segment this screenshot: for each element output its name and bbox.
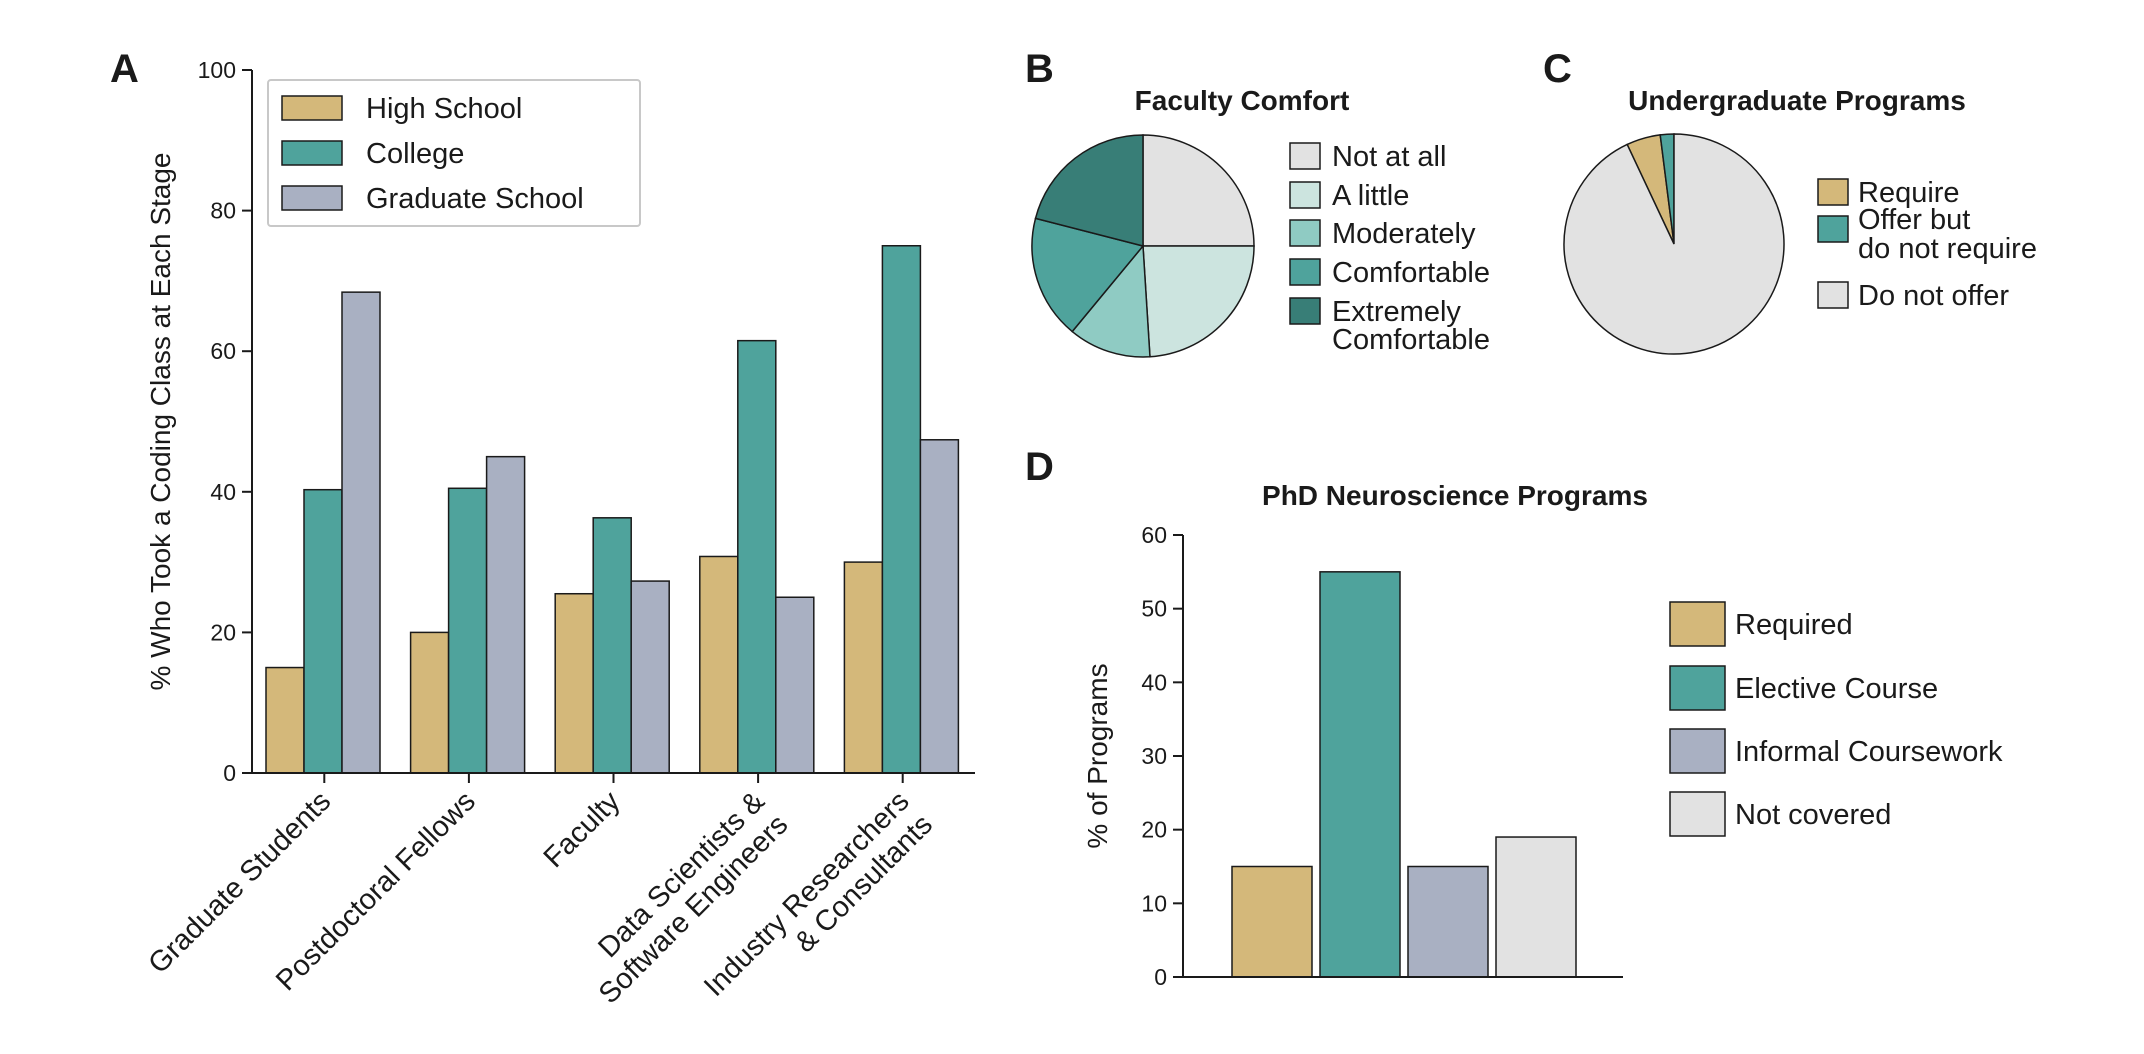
pie-slice-comfortable [1031, 217, 1145, 333]
pie-slice-moderately [1071, 244, 1151, 358]
bar-college-graduate-students [303, 488, 343, 774]
bar-graduate-school-data-scientists-software-engineers [775, 596, 815, 774]
bar-high-school-postdoctoral-fellows [409, 631, 450, 774]
legend-label-elective-course: Elective Course [1735, 673, 1938, 705]
legend-label-offer-but-do-not-require: Offer but do not require [1858, 204, 2037, 265]
legend-label-required: Required [1735, 609, 1853, 641]
y-tick-label: 0 [1154, 964, 1167, 990]
legend-label-line: Require [1858, 177, 1960, 209]
panel-letter-a: A [110, 47, 139, 91]
legend-label-extremely-comfortable: Extremely Comfortable [1332, 296, 1490, 356]
pie-slice-not-at-all [1142, 134, 1255, 247]
bar-informal-coursework [1407, 865, 1489, 978]
bar-graduate-school-faculty [630, 580, 670, 774]
legend-label-line: Do not offer [1858, 280, 2009, 312]
bar-graduate-school-postdoctoral-fellows [485, 455, 526, 774]
legend-frame [267, 79, 641, 227]
pie-slice-extremely-comfortable [1034, 134, 1144, 247]
legend-swatch-moderately [1289, 219, 1321, 247]
legend-swatch-informal-coursework [1669, 728, 1726, 774]
legend-label-college: College [366, 138, 464, 170]
bar-graduate-school-industry-researchers-consultants [919, 439, 960, 774]
y-tick-label: 50 [1141, 596, 1167, 622]
y-axis-label: % Who Took a Coding Class at Each Stage [145, 152, 176, 690]
legend-label-line: do not require [1858, 233, 2037, 265]
legend-label-not-at-all: Not at all [1332, 141, 1446, 173]
panel-letter-d: D [1025, 445, 1054, 489]
legend-label-line: Comfortable [1332, 257, 1490, 289]
legend-label-line: Extremely [1332, 296, 1461, 328]
y-tick-label: 20 [210, 619, 236, 645]
legend-swatch-offer-but-do-not-require [1817, 215, 1849, 243]
legend-swatch-a-little [1289, 181, 1321, 209]
bar-elective-course [1319, 571, 1401, 978]
bar-college-data-scientists-software-engineers [737, 339, 777, 774]
chart-title-b: Faculty Comfort [1135, 85, 1350, 116]
legend-label-require: Require [1858, 177, 1960, 209]
legend-swatch-elective-course [1669, 665, 1726, 711]
bar-graduate-school-graduate-students [341, 291, 381, 774]
y-tick-label: 60 [210, 338, 236, 364]
legend-label-line: Moderately [1332, 218, 1476, 250]
panel-d-phd-programs-bar-chart: PhD Neuroscience Programs 0 10 20 30 40 50 60%… [1082, 480, 2003, 990]
y-tick-label: 60 [1141, 522, 1167, 548]
legend-label-do-not-offer: Do not offer [1858, 280, 2009, 312]
legend-swatch-extremely-comfortable [1289, 297, 1321, 325]
y-tick-label: 40 [1141, 669, 1167, 695]
y-axis-label: % of Programs [1082, 663, 1113, 848]
bar-high-school-industry-researchers-consultants [843, 561, 884, 774]
y-tick-label: 80 [210, 198, 236, 224]
legend-label-informal-coursework: Informal Coursework [1735, 736, 2003, 768]
legend-swatch-graduate-school [281, 185, 343, 211]
y-tick-label: 100 [198, 57, 236, 83]
legend-label-high-school: High School [366, 93, 522, 125]
legend-swatch-high-school [281, 95, 343, 121]
bar-not-covered [1495, 836, 1577, 978]
x-category-label-line: Faculty [538, 785, 627, 874]
legend-swatch-not-covered [1669, 791, 1726, 837]
x-category-label: Faculty [538, 785, 627, 874]
bar-college-faculty [592, 517, 632, 774]
panel-letter-b: B [1025, 47, 1054, 91]
y-tick-label: 20 [1141, 817, 1167, 843]
y-tick-label: 10 [1141, 890, 1167, 916]
panel-letter-c: C [1543, 47, 1572, 91]
legend-label-moderately: Moderately [1332, 218, 1476, 250]
pie-slice-a-little [1142, 245, 1255, 358]
legend-swatch-comfortable [1289, 258, 1321, 286]
pie-slice-do-not-offer [1563, 133, 1785, 355]
legend-label-line: A little [1332, 180, 1409, 212]
bar-high-school-faculty [554, 592, 594, 774]
legend-label-comfortable: Comfortable [1332, 257, 1490, 289]
legend-swatch-required [1669, 601, 1726, 647]
y-tick-label: 40 [210, 479, 236, 505]
y-tick-label: 30 [1141, 743, 1167, 769]
bar-college-industry-researchers-consultants [881, 245, 922, 774]
legend-swatch-not-at-all [1289, 142, 1321, 170]
bar-high-school-data-scientists-software-engineers [699, 555, 739, 774]
bar-high-school-graduate-students [265, 666, 305, 774]
bar-required [1231, 865, 1313, 978]
panel-a-bar-chart: 0 20 40 60 80 100 % Who Took a Coding Class at… [142, 57, 975, 1010]
panel-b-faculty-comfort-pie: Faculty Comfort Not at all A little Modera… [1031, 85, 1490, 358]
legend-label-not-covered: Not covered [1735, 799, 1891, 831]
legend-label-graduate-school: Graduate School [366, 183, 584, 215]
y-tick-label: 0 [223, 760, 236, 786]
chart-title-c: Undergraduate Programs [1628, 85, 1966, 116]
chart-title-d: PhD Neuroscience Programs [1262, 480, 1648, 511]
legend-swatch-college [281, 140, 343, 166]
legend-label-a-little: A little [1332, 180, 1409, 212]
legend-swatch-require [1817, 178, 1849, 206]
legend-label-line: Comfortable [1332, 324, 1490, 356]
legend-label-line: Offer but [1858, 204, 1970, 236]
bar-college-postdoctoral-fellows [447, 487, 488, 774]
legend-label-line: Not at all [1332, 141, 1446, 173]
legend-swatch-do-not-offer [1817, 281, 1849, 309]
